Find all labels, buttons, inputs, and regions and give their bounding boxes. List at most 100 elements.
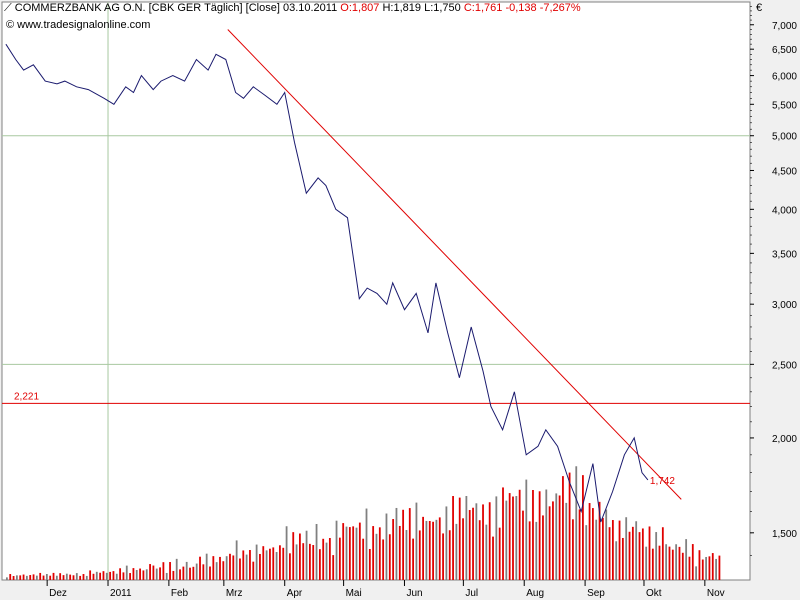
volume-bar: [239, 558, 241, 580]
volume-bar: [139, 568, 141, 580]
price-series: [5, 43, 649, 523]
volume-bar: [555, 493, 558, 580]
volume-bar: [615, 541, 618, 580]
volume-bar: [538, 491, 541, 580]
volume-bar: [525, 479, 528, 580]
volume-bar: [259, 553, 261, 580]
volume-bar: [82, 574, 85, 580]
volume-bar: [611, 520, 614, 580]
volume-bar: [458, 497, 461, 580]
price-line: [5, 43, 649, 523]
volume-bar: [671, 549, 674, 580]
volume-bar: [425, 520, 428, 580]
volume-bar: [328, 538, 331, 580]
plot-area: [1, 1, 751, 581]
volume-bar: [65, 573, 68, 580]
volume-bar: [308, 543, 311, 580]
volume-bar: [59, 573, 62, 580]
volume-bar: [548, 506, 551, 580]
volume-bar: [515, 496, 518, 580]
volume-bar: [478, 520, 481, 580]
volume-bar: [225, 556, 228, 580]
volume-bar: [492, 536, 494, 580]
volume-bar: [498, 527, 501, 580]
currency-label: €: [756, 2, 763, 14]
volume-bar: [545, 489, 548, 580]
volume-bar: [522, 510, 524, 580]
volume-bar: [595, 519, 598, 580]
volume-bar: [252, 561, 255, 580]
volume-bar: [382, 539, 385, 580]
volume-bar: [212, 556, 215, 580]
volume-bar: [442, 533, 444, 580]
volume-bar: [12, 576, 15, 580]
volume-bar: [388, 534, 391, 580]
volume-bar: [352, 526, 355, 580]
volume-bar: [205, 553, 208, 580]
volume-bar: [628, 531, 631, 580]
volume-bar: [172, 570, 175, 580]
volume-bar: [582, 475, 584, 580]
y-tick-label: 7,000: [772, 21, 797, 32]
volume-bar: [282, 547, 285, 580]
volume-bar: [249, 550, 251, 580]
volume-bar: [315, 523, 318, 580]
volume-bar: [19, 575, 22, 580]
volume-bar: [69, 574, 72, 580]
x-tick-label: Mai: [346, 588, 362, 599]
volume-bar: [245, 554, 248, 580]
y-tick-label: 4,500: [772, 166, 797, 177]
x-tick-label: Aug: [526, 588, 544, 599]
volume-bar: [711, 553, 714, 580]
volume-bar: [125, 565, 128, 580]
y-tick-label: 6,000: [772, 72, 797, 83]
y-tick-label: 1,500: [772, 529, 797, 540]
exchange: [CBK GER: [148, 2, 202, 14]
volume-bar: [55, 575, 58, 580]
change-pct-value: -7,267%: [539, 2, 581, 14]
volume-bar: [175, 558, 178, 580]
volume-bar: [32, 574, 35, 580]
volume-bar: [585, 525, 588, 580]
volume-bar: [402, 509, 405, 580]
volume-bar: [222, 561, 225, 580]
volume-bar: [651, 548, 654, 580]
volume-bar: [209, 566, 211, 580]
volume-bar: [255, 544, 258, 580]
last-value-label: 1,742: [650, 476, 675, 487]
volume-bar: [665, 544, 668, 580]
volume-bar: [295, 544, 298, 580]
volume-bar: [99, 572, 102, 580]
volume-bar: [122, 572, 125, 580]
volume-bar: [279, 545, 281, 580]
volume-bar: [132, 568, 135, 580]
y-tick-label: 6,500: [772, 45, 797, 56]
volume-bar: [318, 549, 321, 580]
volume-bar: [152, 565, 155, 580]
volume-bar: [215, 562, 218, 580]
volume-bar: [182, 566, 185, 580]
volume-bar: [322, 538, 325, 580]
mode: [Close]: [245, 2, 280, 14]
close-value: C:1,761: [463, 2, 503, 14]
volume-bar: [695, 566, 698, 580]
volume-bar: [25, 575, 28, 580]
volume-bar: [472, 507, 474, 580]
volume-bar: [269, 548, 271, 580]
volume-bar: [189, 567, 191, 580]
volume-bar: [79, 575, 82, 580]
volume-bar: [159, 567, 161, 580]
volume-bar: [142, 570, 145, 580]
volume-bar: [145, 569, 148, 580]
volume-bar: [372, 526, 375, 580]
volume-bar: [718, 555, 721, 580]
volume-bar: [169, 562, 171, 580]
volume-bar: [512, 496, 514, 580]
low-value: L:1,750: [424, 2, 461, 14]
volume-bar: [49, 575, 52, 580]
volume-bar: [488, 502, 491, 580]
trendline-group: [227, 29, 682, 500]
volume-bar: [358, 522, 361, 580]
volume-bar: [335, 520, 338, 580]
x-tick-label: Apr: [287, 588, 303, 599]
